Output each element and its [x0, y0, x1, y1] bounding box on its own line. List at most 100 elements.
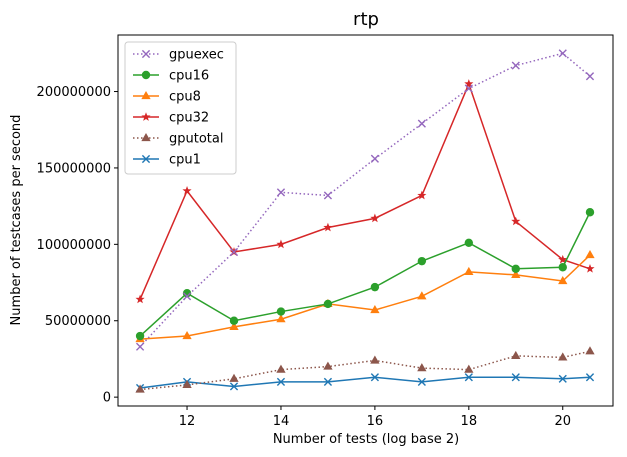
legend-label: gpuexec: [169, 48, 224, 63]
data-point-cpu16: [417, 256, 427, 266]
data-point-gpuexec: [323, 191, 333, 200]
data-point-cpu8: [182, 331, 192, 340]
data-point-gputotal: [229, 373, 239, 382]
data-point-gpuexec: [370, 154, 379, 163]
legend-entry-cpu1: cpu1: [133, 153, 201, 168]
data-point-cpu32: [276, 239, 286, 249]
plot-area: [135, 49, 595, 393]
x-tick-label: 18: [461, 414, 478, 429]
legend-marker: [141, 133, 151, 142]
data-point-cpu32: [558, 254, 568, 264]
data-point-cpu8: [370, 305, 380, 314]
data-point-gputotal: [558, 352, 568, 361]
y-axis: 0 50000000 100000000 150000000 200000000: [37, 85, 118, 406]
data-point-cpu8: [558, 276, 568, 285]
data-point-gpuexec: [464, 84, 473, 93]
data-point-gputotal: [276, 364, 286, 373]
x-axis: 12 14 16 18 20: [179, 406, 571, 429]
data-point-cpu32: [135, 294, 145, 304]
y-axis-label: Number of testcases per second: [9, 115, 24, 326]
data-point-gputotal: [370, 355, 380, 364]
data-point-cpu8: [511, 269, 521, 278]
chart-title: rtp: [353, 9, 379, 30]
x-tick-label: 12: [179, 414, 196, 429]
y-tick-label: 150000000: [37, 161, 111, 176]
data-point-gpuexec: [135, 342, 145, 351]
data-point-cpu1: [370, 373, 379, 382]
legend-marker: [141, 91, 151, 100]
x-tick-label: 14: [273, 414, 290, 429]
y-tick-label: 100000000: [37, 238, 111, 253]
legend-entry-cpu8: cpu8: [133, 90, 201, 105]
data-point-cpu1: [511, 373, 520, 382]
legend-marker: [141, 70, 151, 80]
data-point-cpu32: [370, 213, 380, 223]
data-point-gpuexec: [182, 292, 192, 301]
data-point-cpu32: [464, 79, 474, 88]
data-point-cpu1: [276, 377, 286, 386]
data-point-cpu8: [229, 321, 239, 330]
legend-entry-gputotal: gputotal: [133, 132, 223, 147]
data-point-cpu16: [464, 238, 474, 248]
series-gpuexec: [135, 49, 595, 351]
series-cpu1: [135, 373, 595, 393]
y-tick-label: 200000000: [37, 85, 111, 100]
series-cpu32: [135, 79, 595, 304]
x-axis-label: Number of tests (log base 2): [273, 432, 459, 447]
data-point-cpu16: [182, 289, 192, 298]
plot-frame: [117, 34, 614, 407]
data-point-cpu16: [370, 282, 380, 292]
data-point-gputotal: [511, 350, 521, 359]
legend-marker: [141, 154, 151, 164]
y-tick-label: 0: [103, 391, 111, 406]
data-point-gpuexec: [585, 72, 595, 81]
legend-entry-gpuexec: gpuexec: [133, 48, 224, 63]
data-point-cpu32: [511, 216, 521, 226]
data-point-gputotal: [182, 379, 192, 389]
legend-label: cpu16: [169, 69, 209, 84]
x-tick-label: 16: [367, 414, 384, 429]
series-line-cpu16: [139, 211, 591, 337]
data-point-cpu16: [323, 299, 333, 309]
data-point-cpu1: [323, 377, 333, 386]
legend-marker: [141, 49, 151, 59]
data-point-gputotal: [585, 346, 595, 355]
data-point-cpu16: [585, 208, 595, 217]
data-point-gputotal: [323, 361, 333, 370]
data-point-cpu32: [182, 186, 192, 195]
data-point-cpu32: [417, 190, 427, 200]
series-gputotal: [135, 346, 595, 393]
legend: gpuexec cpu16 cpu8 cpu32 gputotal cpu1: [124, 41, 237, 175]
legend-label: cpu8: [169, 90, 201, 105]
data-point-cpu32: [585, 263, 595, 273]
series-cpu16: [135, 208, 595, 341]
data-point-cpu1: [229, 382, 239, 391]
data-point-cpu16: [135, 331, 145, 341]
data-point-gpuexec: [417, 119, 426, 128]
data-point-cpu32: [323, 222, 333, 232]
data-point-cpu16: [276, 307, 286, 316]
data-point-gpuexec: [229, 247, 239, 257]
series-line-cpu8: [140, 254, 591, 340]
y-tick-label: 50000000: [45, 314, 111, 329]
data-point-cpu16: [558, 263, 567, 272]
data-point-cpu16: [511, 264, 520, 273]
data-point-cpu8: [464, 266, 474, 275]
data-point-gpuexec: [276, 188, 286, 197]
series-cpu8: [135, 250, 595, 343]
data-point-gpuexec: [511, 61, 520, 70]
legend-label: cpu1: [169, 153, 201, 168]
x-tick-label: 20: [554, 414, 571, 429]
data-point-cpu8: [585, 250, 595, 259]
legend-label: gputotal: [169, 132, 223, 147]
data-point-cpu1: [464, 373, 473, 382]
legend-entry-cpu16: cpu16: [133, 69, 209, 84]
data-point-cpu1: [585, 373, 595, 382]
data-point-cpu16: [229, 316, 239, 325]
data-point-gputotal: [135, 384, 145, 393]
series-line-cpu1: [139, 376, 591, 389]
legend-marker: [141, 112, 151, 121]
data-point-gputotal: [464, 364, 474, 373]
data-point-cpu8: [417, 291, 427, 300]
